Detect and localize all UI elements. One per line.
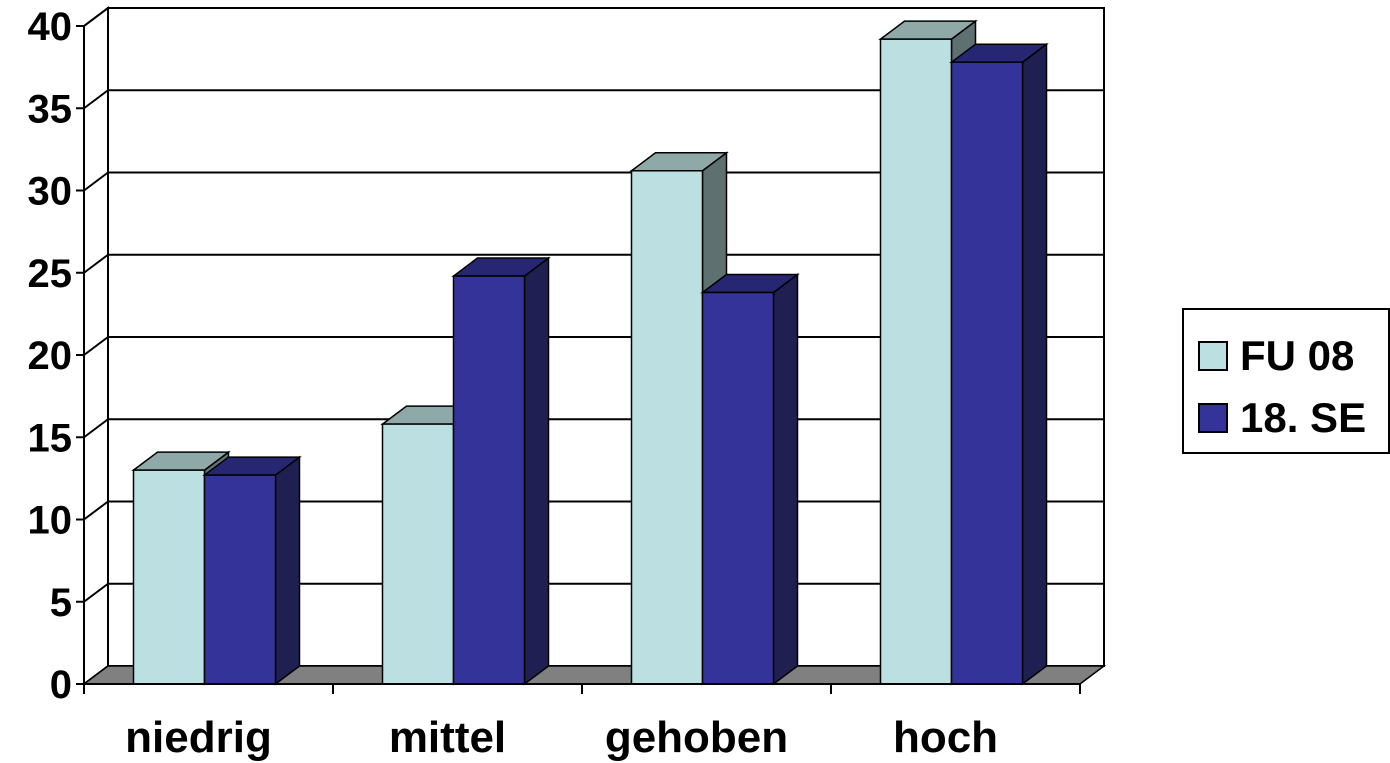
legend-label-fu08: FU 08 — [1240, 332, 1355, 379]
axes — [76, 25, 1081, 694]
y-tick-label: 15 — [28, 416, 73, 460]
bar-side — [1021, 42, 1048, 686]
y-tick-label: 30 — [28, 170, 73, 214]
y-tick-label: 25 — [28, 252, 73, 296]
bar-2-1 — [700, 272, 800, 686]
bar-front — [203, 474, 277, 685]
x-tick-label: gehoben — [605, 713, 788, 762]
gridline-side — [83, 171, 109, 192]
legend-swatch-fu08 — [1198, 341, 1228, 371]
gridline-side — [83, 253, 109, 274]
bar-3-1 — [949, 42, 1049, 686]
bar-side — [523, 256, 550, 686]
y-tick-label: 5 — [50, 581, 72, 625]
bar-front — [381, 423, 455, 685]
y-tick-labels: 0 5 10 15 20 25 30 35 40 — [28, 5, 73, 707]
y-tick-label: 20 — [28, 334, 73, 378]
x-tick-label: niedrig — [125, 713, 272, 762]
gridline-side — [83, 418, 109, 439]
bar-front — [879, 38, 953, 685]
y-tick-label: 40 — [28, 5, 73, 49]
bar-1-1 — [451, 256, 551, 686]
legend-item-18se: 18. SE — [1198, 394, 1366, 442]
legend-swatch-18se — [1198, 403, 1228, 433]
bar-front — [630, 170, 704, 685]
legend: FU 08 18. SE — [1182, 308, 1390, 454]
y-tick-label: 0 — [50, 663, 72, 707]
gridline-side — [83, 336, 109, 356]
bar-front — [701, 291, 775, 685]
bar-side — [772, 272, 799, 686]
x-tick-label: hoch — [893, 713, 998, 762]
gridline-side — [83, 7, 109, 27]
bar-front — [452, 275, 526, 685]
legend-label-18se: 18. SE — [1240, 394, 1367, 441]
x-tick-labels: niedrig mittel gehoben hoch — [125, 713, 998, 762]
bar-front — [950, 61, 1024, 685]
legend-item-fu08: FU 08 — [1198, 332, 1354, 380]
y-tick-label: 35 — [28, 87, 73, 131]
bar-0-1 — [202, 455, 302, 686]
bar-front — [132, 469, 206, 685]
gridline-side — [83, 582, 109, 603]
bars — [131, 19, 1049, 686]
bar-side — [274, 455, 301, 686]
x-tick-label: mittel — [389, 713, 506, 762]
y-tick-label: 10 — [28, 499, 73, 543]
gridline-side — [83, 500, 109, 521]
gridline-side — [83, 89, 109, 110]
